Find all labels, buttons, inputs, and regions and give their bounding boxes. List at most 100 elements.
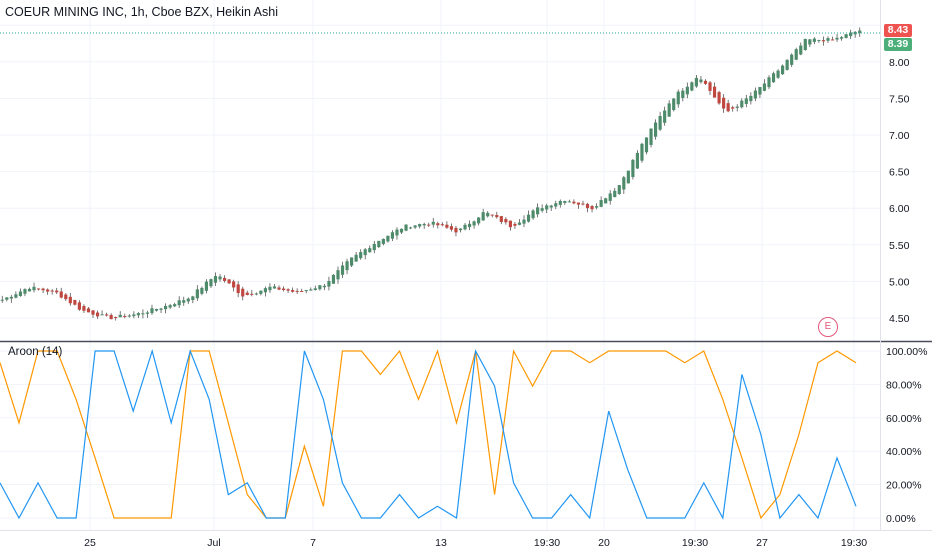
candle-body — [77, 302, 81, 310]
candle-body — [259, 290, 263, 294]
candle-body — [222, 277, 227, 281]
candle-body — [46, 289, 50, 292]
candle-body — [567, 201, 571, 203]
candle-body — [68, 296, 72, 304]
candle-body — [331, 274, 336, 284]
candle-body — [803, 38, 807, 51]
candle-body — [327, 281, 331, 287]
candle-body — [749, 95, 753, 102]
candle-body — [653, 122, 658, 137]
candle-body — [576, 202, 581, 205]
candle-body — [272, 286, 277, 289]
candle-body — [708, 82, 712, 91]
candle-body — [545, 205, 549, 210]
candle-body — [227, 279, 231, 284]
price-tick-label: 6.50 — [889, 167, 910, 179]
chart-title: COEUR MINING INC, 1h, Cboe BZX, Heikin A… — [5, 5, 278, 19]
candle-body — [427, 224, 431, 226]
price-tick-label: 7.00 — [889, 130, 910, 142]
candle-body — [436, 223, 440, 226]
candle-body — [522, 219, 526, 224]
candle-body — [581, 203, 585, 205]
candle-body — [372, 243, 376, 251]
price-axis[interactable]: 4.50 5.00 5.50 6.00 6.50 7.00 7.50 8.00 — [889, 57, 910, 325]
aroon-tick-label: 0.00% — [886, 513, 916, 525]
candle-body — [622, 177, 626, 190]
candle-body — [640, 143, 644, 161]
candle-body — [799, 45, 803, 55]
candle-body — [731, 107, 735, 109]
candle-body — [277, 287, 281, 290]
candle-body — [644, 137, 649, 153]
candle-body — [762, 83, 767, 91]
candle-body — [41, 288, 45, 291]
candle-body — [717, 92, 721, 104]
candle-body — [59, 291, 63, 298]
candle-body — [590, 206, 594, 210]
candle-body — [32, 286, 36, 291]
price-badge-current: 8.43 — [884, 24, 912, 37]
candle-body — [390, 232, 395, 239]
candle-body — [213, 276, 218, 283]
candle-body — [254, 293, 258, 295]
candle-body — [572, 201, 576, 204]
candle-body — [418, 224, 422, 227]
candle-body — [300, 290, 304, 292]
candle-body — [250, 293, 254, 295]
price-tick-label: 8.00 — [889, 57, 910, 69]
candle-body — [812, 38, 816, 42]
candle-body — [626, 170, 630, 184]
time-axis[interactable]: 25 Jul 7 13 19:30 20 19:30 27 19:30 — [84, 537, 867, 549]
candle-body — [486, 212, 490, 217]
aroon-axis[interactable]: 0.00% 20.00% 40.00% 60.00% 80.00% 100.00% — [886, 346, 927, 525]
candle-body — [27, 288, 32, 292]
price-tick-label: 4.50 — [889, 313, 910, 325]
candle-body — [635, 152, 640, 169]
candle-body — [830, 39, 835, 41]
candle-body — [776, 70, 780, 78]
candle-body — [82, 306, 86, 311]
candle-body — [23, 289, 27, 294]
candle-body — [18, 291, 23, 297]
candle-body — [209, 279, 213, 287]
indicator-title: Aroon (14) — [8, 346, 63, 358]
candle-body — [195, 289, 199, 299]
candle-body — [631, 159, 635, 178]
earnings-e-icon[interactable]: E — [818, 317, 838, 337]
candle-body — [236, 284, 240, 294]
candle-body — [164, 305, 168, 310]
candle-body — [608, 193, 612, 201]
time-tick-label: 20 — [598, 537, 610, 549]
candle-body — [767, 77, 771, 88]
candle-body — [558, 200, 562, 205]
candle-body — [141, 313, 145, 315]
candle-body — [173, 304, 177, 307]
candle-body — [95, 312, 100, 317]
candle-body — [794, 49, 798, 60]
candle-body — [177, 300, 181, 306]
candle-body — [245, 292, 249, 295]
candle-body — [649, 128, 653, 145]
candle-body — [345, 261, 349, 271]
candle-body — [127, 315, 131, 317]
time-tick-label: 27 — [756, 537, 768, 549]
candle-body — [241, 288, 245, 297]
candle-body — [100, 314, 104, 316]
candle-body — [771, 73, 776, 83]
candle-body — [386, 235, 390, 242]
candle-body — [690, 82, 694, 91]
candle-body — [504, 219, 508, 223]
candle-body — [422, 223, 426, 226]
candle-body — [404, 224, 408, 231]
candle-body — [431, 221, 435, 225]
candle-body — [114, 317, 118, 319]
candle-body — [681, 90, 685, 98]
candle-body — [322, 285, 326, 288]
candle-body — [295, 290, 299, 292]
candle-body — [123, 316, 127, 318]
aroon-tick-label: 100.00% — [886, 346, 927, 358]
candle-body — [449, 226, 454, 230]
candle-body — [540, 208, 544, 211]
time-tick-label: 13 — [435, 537, 447, 549]
